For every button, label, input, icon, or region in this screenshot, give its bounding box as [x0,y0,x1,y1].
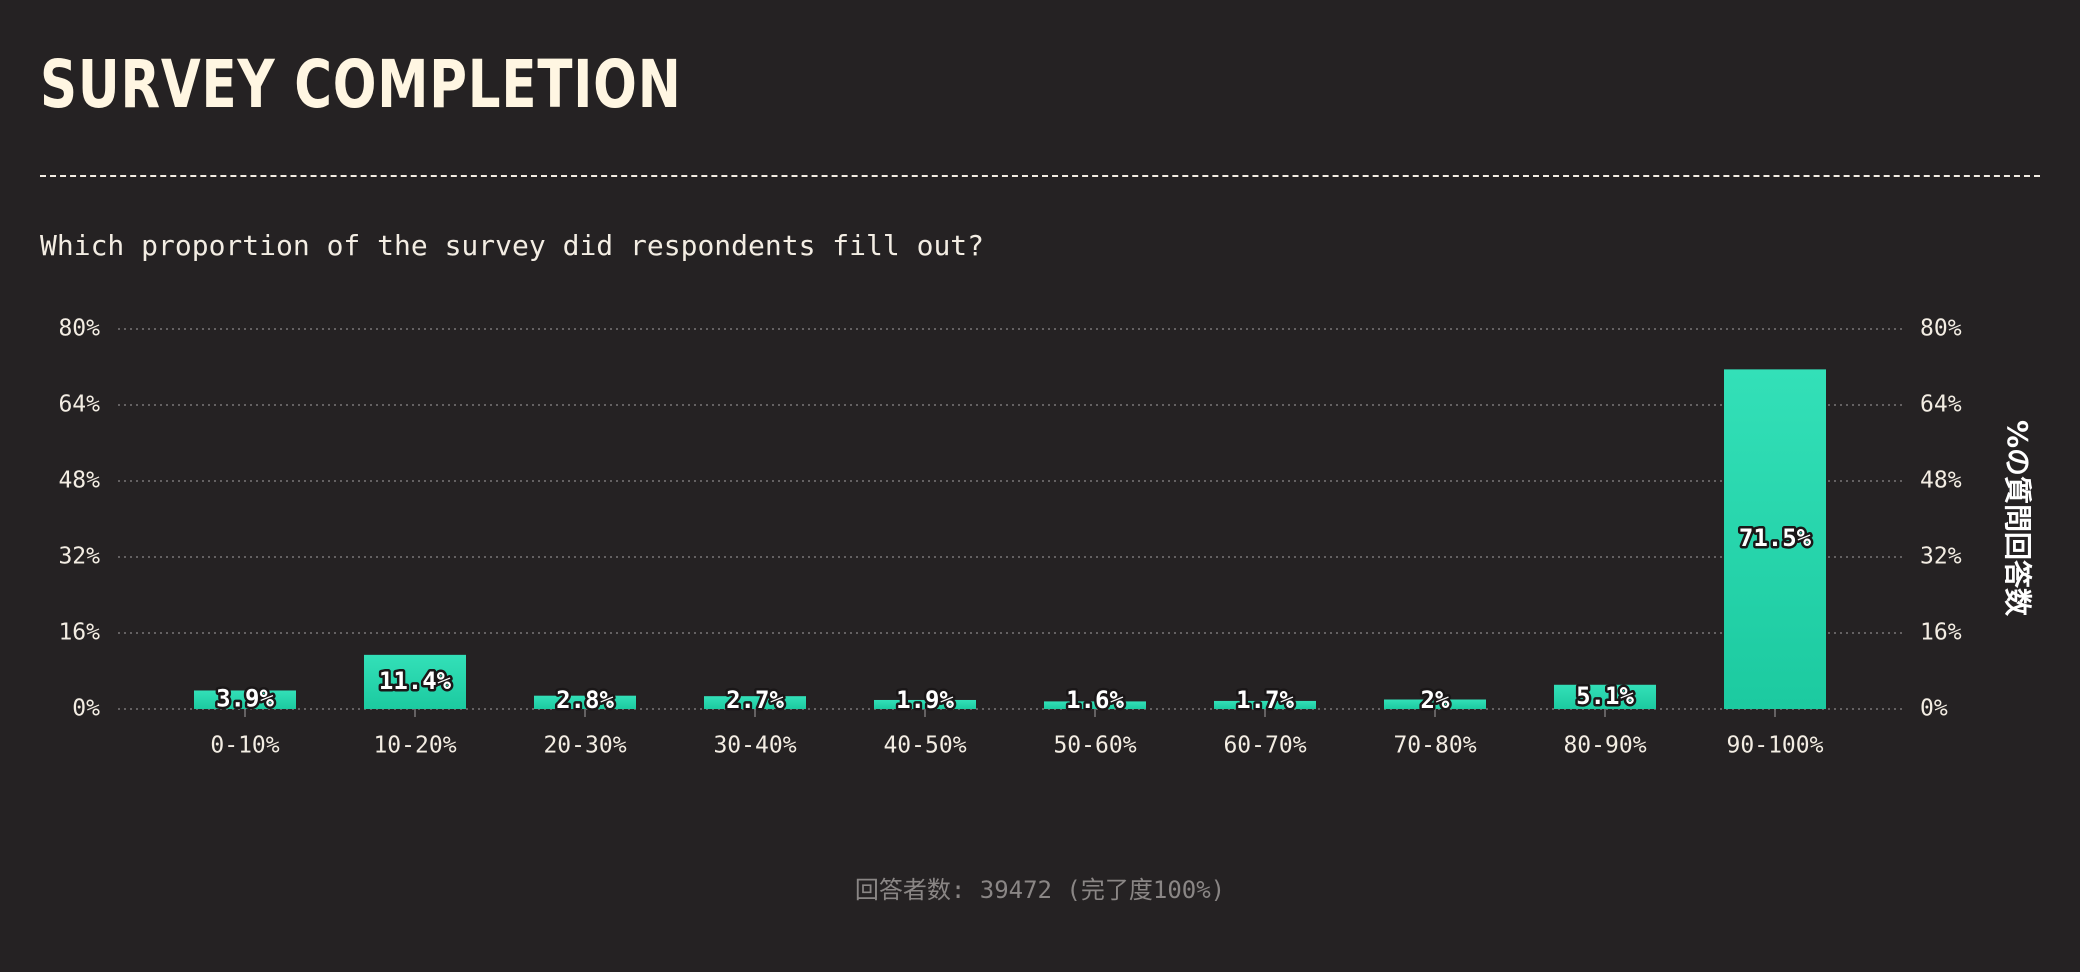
y-tick-label-left: 32% [58,544,100,570]
x-tick-label: 50-60% [1053,733,1136,759]
x-tick-label: 60-70% [1223,733,1306,759]
data-label: 1.6% [1066,686,1124,714]
y-tick-label-right: 0% [1920,696,1948,722]
respondent-count-note: 回答者数: 39472 (完了度100%) [854,876,1226,904]
y-tick-label-left: 80% [58,316,100,342]
y-tick-label-left: 16% [58,620,100,646]
bar-50-60% [1044,701,1146,709]
bar-60-70% [1214,700,1316,709]
y-tick-label-left: 48% [58,468,100,494]
y-tick-label-right: 16% [1920,620,1962,646]
chart-subtitle: Which proportion of the survey did respo… [40,229,985,262]
bar-20-30% [534,695,636,709]
data-label: 1.7% [1236,686,1294,714]
data-label: 5.1% [1576,682,1634,710]
data-label: 1.9% [896,686,954,714]
bar-70-80% [1384,699,1486,709]
x-tick-label: 90-100% [1727,733,1824,759]
x-tick-label: 0-10% [210,733,279,759]
bar-40-50% [874,699,976,709]
y-tick-label-left: 0% [72,696,100,722]
bar-10-20% [364,654,466,709]
bar-30-40% [704,696,806,709]
data-label: 2.8% [556,686,614,714]
y-tick-label-right: 32% [1920,544,1962,570]
data-label: 11.4% [379,667,452,695]
y-tick-label-right: 64% [1920,392,1962,418]
y-tick-label-right: 48% [1920,468,1962,494]
bars [194,369,1826,709]
data-label: 2.7% [726,686,784,714]
y-axis-right-label: %の質問回答数 [2001,420,2034,617]
data-labels: 3.9% 11.4% 2.8% 2.7% 1.9% 1.6% 1.7% 2% 5.1% 71.5% [214,522,1815,717]
title-divider [40,175,2040,177]
page-title: SURVEY COMPLETION [40,46,682,123]
gridlines [118,328,1902,710]
x-tick-label: 40-50% [883,733,966,759]
x-tick-label: 20-30% [543,733,626,759]
x-tick-label: 70-80% [1393,733,1476,759]
bar-0-10% [194,690,296,709]
y-axis-left: 0% 16% 32% 48% 64% 80% [58,316,100,722]
data-label: 71.5% [1739,524,1812,552]
y-tick-label-left: 64% [58,392,100,418]
x-tick-label: 10-20% [373,733,456,759]
x-tick-label: 30-40% [713,733,796,759]
x-tick-label: 80-90% [1563,733,1646,759]
bar-90-100% [1724,369,1826,709]
y-tick-label-right: 80% [1920,316,1962,342]
y-axis-right: 0% 16% 32% 48% 64% 80% [1920,316,1962,722]
data-label: 3.9% [216,685,274,713]
x-axis: 0-10% 10-20% 20-30% 30-40% 40-50% 50-60% 60-70… [210,709,1824,759]
bar-80-90% [1554,684,1656,709]
data-label: 2% [1421,686,1450,714]
